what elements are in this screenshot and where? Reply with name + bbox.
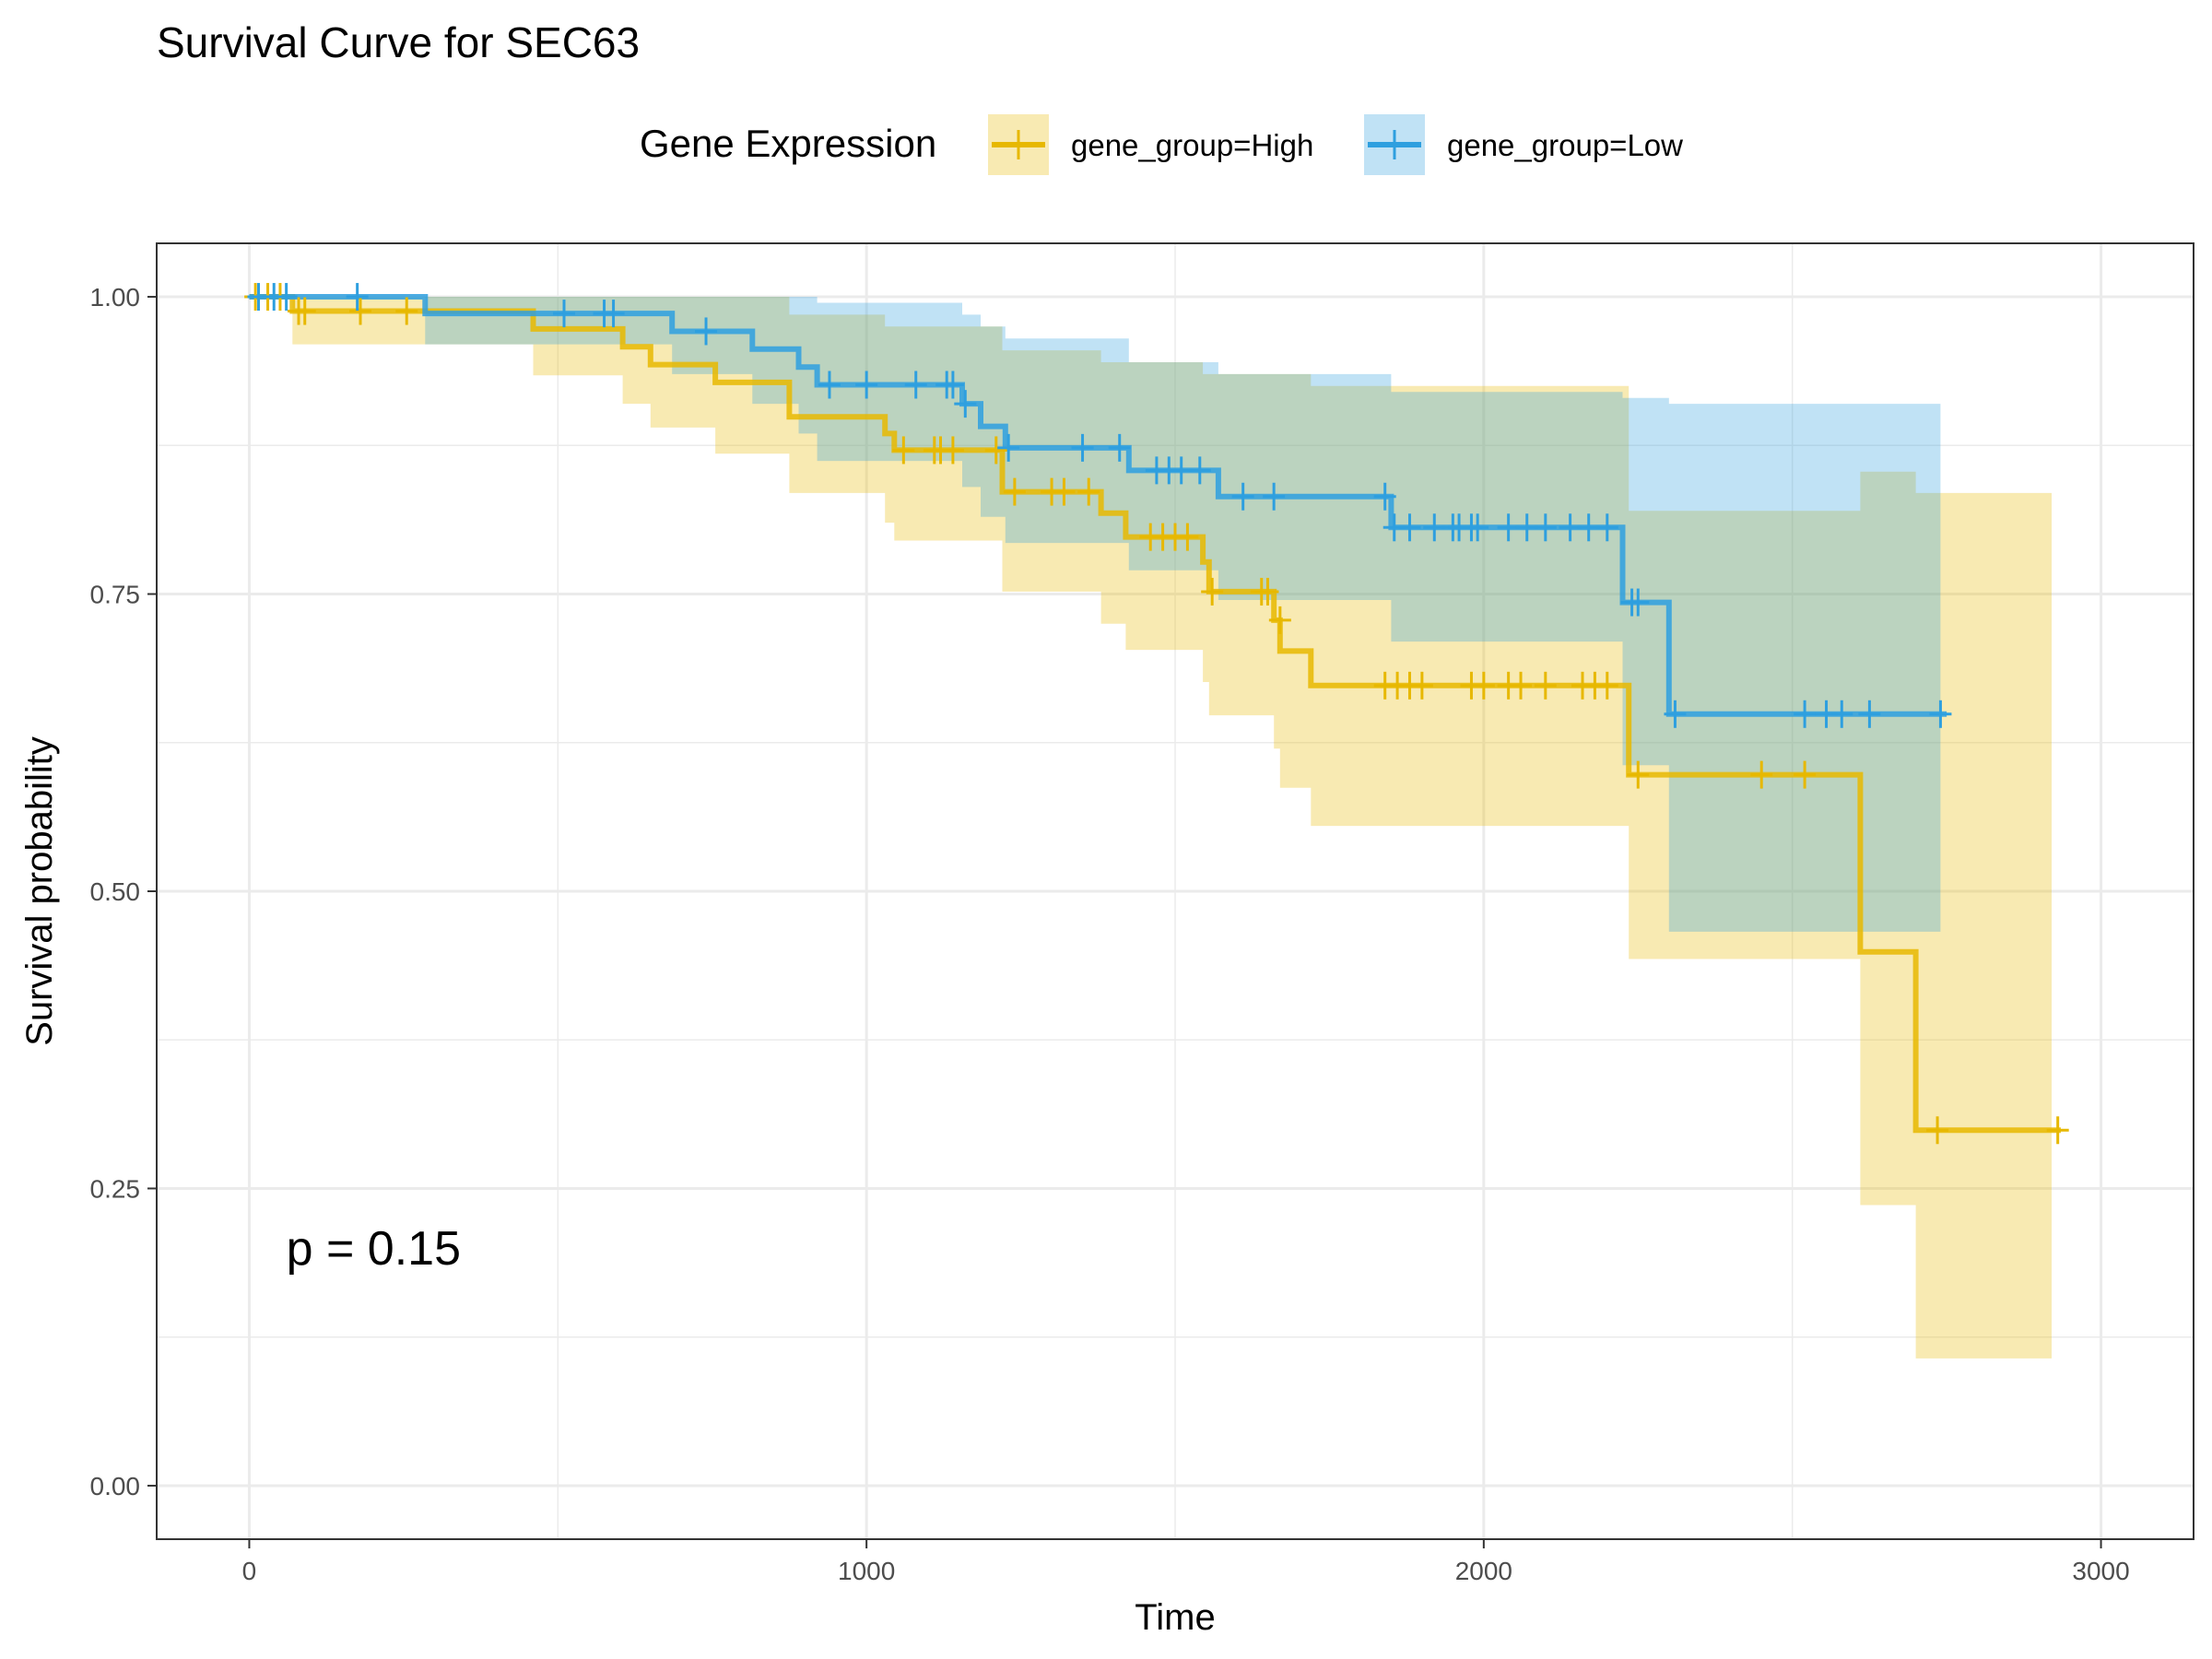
censor-mark-low-22 bbox=[1263, 482, 1286, 511]
censor-mark-low-3 bbox=[346, 283, 369, 312]
censor-mark-low-26 bbox=[1423, 513, 1446, 542]
censor-mark-low-8 bbox=[818, 371, 841, 399]
censor-mark-high-7 bbox=[892, 436, 915, 465]
legend-item-high: gene_group=High bbox=[988, 114, 1313, 175]
censor-mark-low-25 bbox=[1398, 513, 1421, 542]
censor-mark-high-39 bbox=[1926, 1116, 1949, 1145]
censor-mark-high-10 bbox=[941, 436, 964, 465]
censor-mark-low-38 bbox=[1627, 588, 1650, 617]
censor-mark-high-36 bbox=[1627, 760, 1650, 789]
p-value-annotation: p = 0.15 bbox=[287, 1222, 461, 1276]
censor-mark-low-15 bbox=[1071, 433, 1094, 462]
censor-mark-low-10 bbox=[904, 371, 927, 399]
censor-mark-low-16 bbox=[1108, 433, 1131, 462]
censor-mark-low-44 bbox=[1929, 700, 1952, 728]
censor-mark-low-34 bbox=[1559, 513, 1582, 542]
censor-mark-high-23 bbox=[1268, 606, 1291, 634]
legend-item-low: gene_group=Low bbox=[1364, 114, 1683, 175]
x-axis-title: Time bbox=[1135, 1597, 1215, 1638]
y-tick-label-1: 0.25 bbox=[90, 1174, 141, 1203]
ci-band-low bbox=[249, 297, 1941, 932]
censor-mark-low-2 bbox=[275, 283, 298, 312]
censor-mark-high-15 bbox=[1077, 477, 1100, 506]
legend: Gene Expression gene_group=High gene_gro… bbox=[640, 114, 1683, 175]
censor-mark-low-32 bbox=[1515, 513, 1538, 542]
censor-mark-low-35 bbox=[1577, 513, 1600, 542]
censor-mark-low-31 bbox=[1497, 513, 1520, 542]
censor-mark-low-43 bbox=[1858, 700, 1881, 728]
censor-mark-high-22 bbox=[1256, 577, 1279, 606]
censor-mark-high-31 bbox=[1510, 671, 1533, 700]
y-tick-label-0: 0.00 bbox=[90, 1472, 141, 1500]
legend-title: Gene Expression bbox=[640, 122, 936, 165]
legend-label-low: gene_group=Low bbox=[1447, 128, 1683, 162]
ci-band-high bbox=[249, 297, 2052, 1359]
censor-mark-high-6 bbox=[395, 297, 418, 325]
censor-mark-low-30 bbox=[1466, 513, 1489, 542]
censor-mark-low-7 bbox=[695, 317, 718, 346]
censor-mark-low-6 bbox=[602, 300, 625, 328]
censor-mark-low-4 bbox=[553, 300, 575, 328]
censor-mark-high-27 bbox=[1410, 671, 1433, 700]
grid bbox=[157, 243, 2194, 1539]
y-axis-title: Survival probability bbox=[19, 736, 60, 1046]
censor-mark-low-33 bbox=[1534, 513, 1557, 542]
censor-mark-high-32 bbox=[1534, 671, 1557, 700]
x-tick-label-0: 0 bbox=[242, 1557, 257, 1585]
censor-mark-low-14 bbox=[997, 433, 1020, 462]
y-tick-label-4: 1.00 bbox=[90, 283, 141, 312]
censor-mark-high-40 bbox=[2046, 1116, 2069, 1145]
censor-mark-high-14 bbox=[1053, 477, 1076, 506]
x-tick-label-2: 2000 bbox=[1455, 1557, 1512, 1585]
axes: 0 1000 2000 3000 0.00 0.25 0.50 0.75 1.00 bbox=[90, 283, 2130, 1585]
x-tick-label-1: 1000 bbox=[838, 1557, 895, 1585]
chart-title: Survival Curve for SEC63 bbox=[157, 18, 640, 66]
censor-mark-low-40 bbox=[1794, 700, 1817, 728]
censor-marks bbox=[244, 283, 2069, 1145]
censor-mark-low-42 bbox=[1830, 700, 1853, 728]
censor-mark-low-23 bbox=[1373, 482, 1396, 511]
censor-mark-high-19 bbox=[1176, 523, 1199, 551]
censor-mark-high-37 bbox=[1750, 760, 1773, 789]
legend-label-high: gene_group=High bbox=[1071, 128, 1313, 162]
censor-mark-high-11 bbox=[984, 436, 1007, 465]
censor-mark-high-12 bbox=[1003, 477, 1026, 506]
confidence-bands bbox=[249, 297, 2052, 1359]
y-tick-label-2: 0.50 bbox=[90, 877, 141, 906]
censor-mark-low-13 bbox=[954, 390, 977, 418]
censor-mark-high-4 bbox=[293, 297, 316, 325]
censor-mark-low-9 bbox=[855, 371, 878, 399]
censor-mark-high-5 bbox=[349, 297, 371, 325]
censor-mark-low-20 bbox=[1188, 456, 1211, 485]
censor-mark-low-39 bbox=[1664, 700, 1687, 728]
censor-mark-low-36 bbox=[1595, 513, 1618, 542]
censor-mark-high-38 bbox=[1794, 760, 1817, 789]
censor-mark-low-12 bbox=[941, 371, 964, 399]
censor-mark-high-35 bbox=[1595, 671, 1618, 700]
censor-mark-high-29 bbox=[1472, 671, 1495, 700]
x-tick-label-3: 3000 bbox=[2072, 1557, 2129, 1585]
y-tick-label-3: 0.75 bbox=[90, 581, 141, 609]
censor-mark-high-20 bbox=[1201, 577, 1224, 606]
censor-mark-low-21 bbox=[1231, 482, 1254, 511]
censor-mark-low-19 bbox=[1170, 456, 1193, 485]
